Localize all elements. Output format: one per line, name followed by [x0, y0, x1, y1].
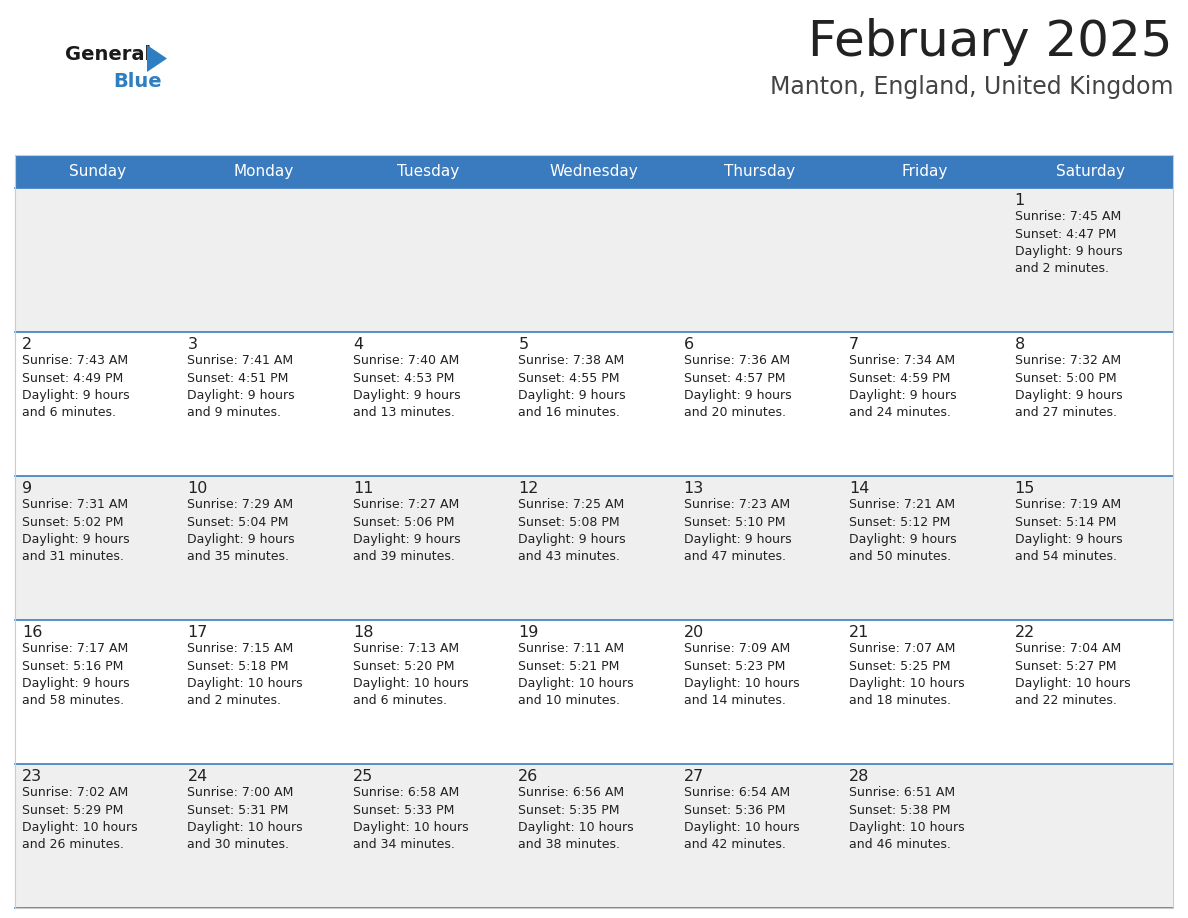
Text: Sunrise: 7:19 AM
Sunset: 5:14 PM
Daylight: 9 hours
and 54 minutes.: Sunrise: 7:19 AM Sunset: 5:14 PM Dayligh… — [1015, 498, 1123, 564]
Text: Sunrise: 7:04 AM
Sunset: 5:27 PM
Daylight: 10 hours
and 22 minutes.: Sunrise: 7:04 AM Sunset: 5:27 PM Dayligh… — [1015, 642, 1130, 708]
Bar — [15, 188, 1173, 332]
Text: Tuesday: Tuesday — [398, 164, 460, 179]
Text: 1: 1 — [1015, 193, 1025, 208]
Bar — [346, 155, 511, 188]
Text: Sunrise: 6:54 AM
Sunset: 5:36 PM
Daylight: 10 hours
and 42 minutes.: Sunrise: 6:54 AM Sunset: 5:36 PM Dayligh… — [684, 786, 800, 852]
Bar — [677, 155, 842, 188]
Text: Sunrise: 6:56 AM
Sunset: 5:35 PM
Daylight: 10 hours
and 38 minutes.: Sunrise: 6:56 AM Sunset: 5:35 PM Dayligh… — [518, 786, 634, 852]
Text: 14: 14 — [849, 481, 870, 496]
Text: Sunrise: 7:09 AM
Sunset: 5:23 PM
Daylight: 10 hours
and 14 minutes.: Sunrise: 7:09 AM Sunset: 5:23 PM Dayligh… — [684, 642, 800, 708]
Text: Sunrise: 6:51 AM
Sunset: 5:38 PM
Daylight: 10 hours
and 46 minutes.: Sunrise: 6:51 AM Sunset: 5:38 PM Dayligh… — [849, 786, 965, 852]
Text: 5: 5 — [518, 337, 529, 352]
Text: Sunrise: 7:23 AM
Sunset: 5:10 PM
Daylight: 9 hours
and 47 minutes.: Sunrise: 7:23 AM Sunset: 5:10 PM Dayligh… — [684, 498, 791, 564]
Text: 13: 13 — [684, 481, 704, 496]
Text: Sunrise: 7:31 AM
Sunset: 5:02 PM
Daylight: 9 hours
and 31 minutes.: Sunrise: 7:31 AM Sunset: 5:02 PM Dayligh… — [23, 498, 129, 564]
Text: Sunrise: 7:07 AM
Sunset: 5:25 PM
Daylight: 10 hours
and 18 minutes.: Sunrise: 7:07 AM Sunset: 5:25 PM Dayligh… — [849, 642, 965, 708]
Bar — [15, 155, 1173, 908]
Text: 19: 19 — [518, 625, 538, 640]
Text: Friday: Friday — [902, 164, 948, 179]
Bar — [15, 620, 1173, 764]
Text: Sunrise: 7:02 AM
Sunset: 5:29 PM
Daylight: 10 hours
and 26 minutes.: Sunrise: 7:02 AM Sunset: 5:29 PM Dayligh… — [23, 786, 138, 852]
Text: 9: 9 — [23, 481, 32, 496]
Text: 20: 20 — [684, 625, 704, 640]
Text: Sunrise: 7:29 AM
Sunset: 5:04 PM
Daylight: 9 hours
and 35 minutes.: Sunrise: 7:29 AM Sunset: 5:04 PM Dayligh… — [188, 498, 295, 564]
Text: 26: 26 — [518, 769, 538, 784]
Text: Sunrise: 6:58 AM
Sunset: 5:33 PM
Daylight: 10 hours
and 34 minutes.: Sunrise: 6:58 AM Sunset: 5:33 PM Dayligh… — [353, 786, 468, 852]
Text: Sunrise: 7:00 AM
Sunset: 5:31 PM
Daylight: 10 hours
and 30 minutes.: Sunrise: 7:00 AM Sunset: 5:31 PM Dayligh… — [188, 786, 303, 852]
Text: Wednesday: Wednesday — [550, 164, 638, 179]
Text: Sunrise: 7:17 AM
Sunset: 5:16 PM
Daylight: 9 hours
and 58 minutes.: Sunrise: 7:17 AM Sunset: 5:16 PM Dayligh… — [23, 642, 129, 708]
Bar — [15, 155, 181, 188]
Text: Sunrise: 7:45 AM
Sunset: 4:47 PM
Daylight: 9 hours
and 2 minutes.: Sunrise: 7:45 AM Sunset: 4:47 PM Dayligh… — [1015, 210, 1123, 275]
Text: February 2025: February 2025 — [809, 18, 1173, 66]
Text: 2: 2 — [23, 337, 32, 352]
Text: Sunrise: 7:27 AM
Sunset: 5:06 PM
Daylight: 9 hours
and 39 minutes.: Sunrise: 7:27 AM Sunset: 5:06 PM Dayligh… — [353, 498, 461, 564]
Text: 22: 22 — [1015, 625, 1035, 640]
Text: 11: 11 — [353, 481, 373, 496]
Text: 21: 21 — [849, 625, 870, 640]
Bar — [181, 155, 346, 188]
Text: Sunrise: 7:41 AM
Sunset: 4:51 PM
Daylight: 9 hours
and 9 minutes.: Sunrise: 7:41 AM Sunset: 4:51 PM Dayligh… — [188, 354, 295, 420]
Text: 16: 16 — [23, 625, 43, 640]
Text: Sunrise: 7:38 AM
Sunset: 4:55 PM
Daylight: 9 hours
and 16 minutes.: Sunrise: 7:38 AM Sunset: 4:55 PM Dayligh… — [518, 354, 626, 420]
Text: Monday: Monday — [233, 164, 293, 179]
Text: Sunrise: 7:32 AM
Sunset: 5:00 PM
Daylight: 9 hours
and 27 minutes.: Sunrise: 7:32 AM Sunset: 5:00 PM Dayligh… — [1015, 354, 1123, 420]
Bar — [511, 155, 677, 188]
Text: 17: 17 — [188, 625, 208, 640]
Text: Manton, England, United Kingdom: Manton, England, United Kingdom — [770, 75, 1173, 99]
Text: General: General — [65, 45, 151, 64]
Text: 7: 7 — [849, 337, 859, 352]
Text: Sunrise: 7:40 AM
Sunset: 4:53 PM
Daylight: 9 hours
and 13 minutes.: Sunrise: 7:40 AM Sunset: 4:53 PM Dayligh… — [353, 354, 461, 420]
Text: 27: 27 — [684, 769, 704, 784]
Text: 12: 12 — [518, 481, 538, 496]
Text: Sunrise: 7:36 AM
Sunset: 4:57 PM
Daylight: 9 hours
and 20 minutes.: Sunrise: 7:36 AM Sunset: 4:57 PM Dayligh… — [684, 354, 791, 420]
Bar — [15, 476, 1173, 620]
Text: Thursday: Thursday — [723, 164, 795, 179]
Bar — [15, 332, 1173, 476]
Text: 24: 24 — [188, 769, 208, 784]
Text: Sunday: Sunday — [69, 164, 126, 179]
Text: Sunrise: 7:25 AM
Sunset: 5:08 PM
Daylight: 9 hours
and 43 minutes.: Sunrise: 7:25 AM Sunset: 5:08 PM Dayligh… — [518, 498, 626, 564]
Text: Sunrise: 7:34 AM
Sunset: 4:59 PM
Daylight: 9 hours
and 24 minutes.: Sunrise: 7:34 AM Sunset: 4:59 PM Dayligh… — [849, 354, 956, 420]
Bar — [842, 155, 1007, 188]
Text: Sunrise: 7:15 AM
Sunset: 5:18 PM
Daylight: 10 hours
and 2 minutes.: Sunrise: 7:15 AM Sunset: 5:18 PM Dayligh… — [188, 642, 303, 708]
Text: 18: 18 — [353, 625, 373, 640]
Text: Sunrise: 7:21 AM
Sunset: 5:12 PM
Daylight: 9 hours
and 50 minutes.: Sunrise: 7:21 AM Sunset: 5:12 PM Dayligh… — [849, 498, 956, 564]
Polygon shape — [147, 45, 168, 72]
Text: Sunrise: 7:11 AM
Sunset: 5:21 PM
Daylight: 10 hours
and 10 minutes.: Sunrise: 7:11 AM Sunset: 5:21 PM Dayligh… — [518, 642, 634, 708]
Text: Saturday: Saturday — [1056, 164, 1125, 179]
Text: 25: 25 — [353, 769, 373, 784]
Text: 10: 10 — [188, 481, 208, 496]
Text: 3: 3 — [188, 337, 197, 352]
Text: 4: 4 — [353, 337, 364, 352]
Text: Sunrise: 7:13 AM
Sunset: 5:20 PM
Daylight: 10 hours
and 6 minutes.: Sunrise: 7:13 AM Sunset: 5:20 PM Dayligh… — [353, 642, 468, 708]
Bar — [1007, 155, 1173, 188]
Text: 6: 6 — [684, 337, 694, 352]
Bar — [15, 764, 1173, 908]
Text: 28: 28 — [849, 769, 870, 784]
Text: Blue: Blue — [113, 72, 162, 91]
Text: 8: 8 — [1015, 337, 1025, 352]
Text: Sunrise: 7:43 AM
Sunset: 4:49 PM
Daylight: 9 hours
and 6 minutes.: Sunrise: 7:43 AM Sunset: 4:49 PM Dayligh… — [23, 354, 129, 420]
Text: 15: 15 — [1015, 481, 1035, 496]
Text: 23: 23 — [23, 769, 42, 784]
